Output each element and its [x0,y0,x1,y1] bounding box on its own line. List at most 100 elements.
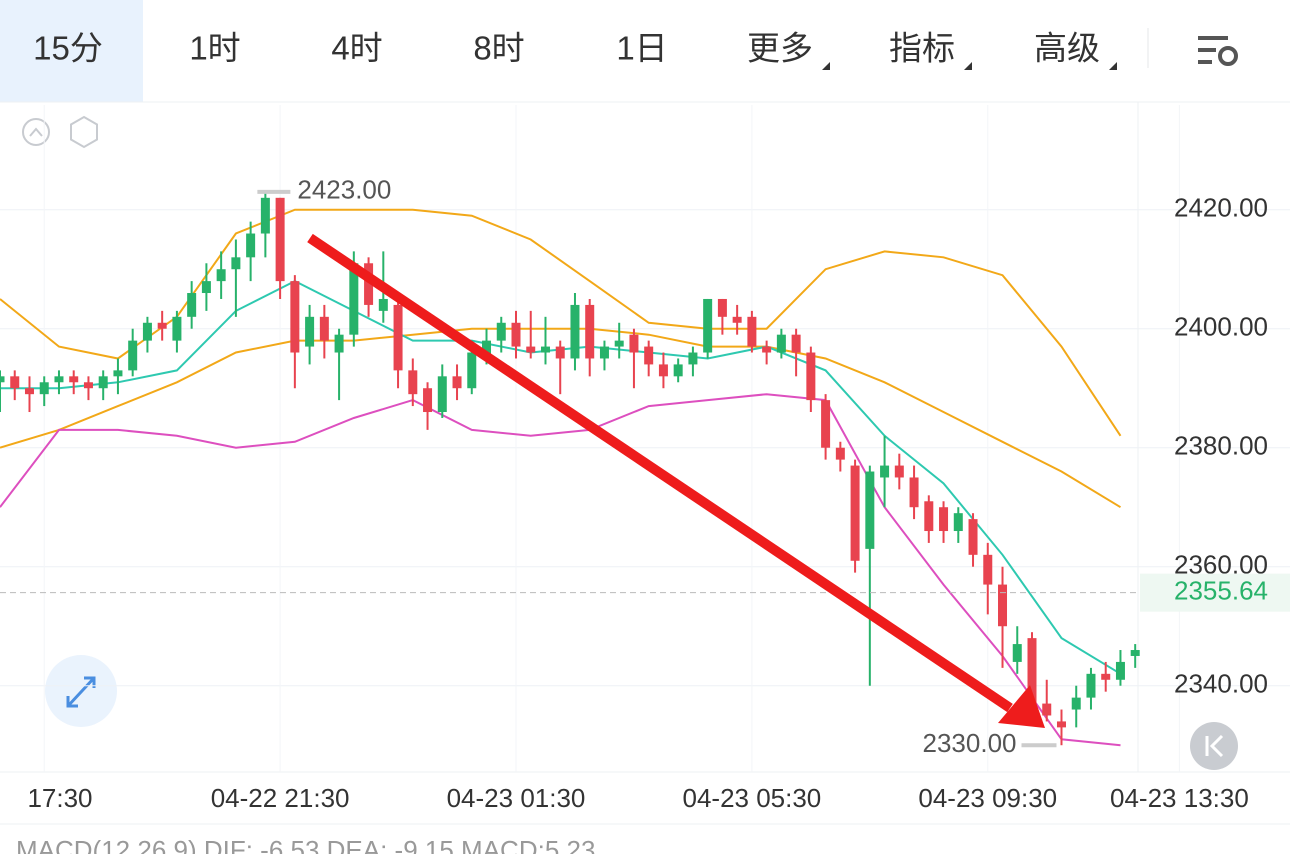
candle-body [83,382,93,389]
candle-body [717,298,727,317]
candle-body [526,346,536,353]
candle-body [614,340,624,347]
candle-body [482,340,492,359]
candle-body [452,376,462,389]
y-tick-label: 2400.00 [1174,312,1268,342]
candle-body [555,346,565,359]
candle-body [54,376,64,383]
candle-body [216,269,226,282]
candle-body [39,382,49,395]
candle-body [894,465,904,478]
candle-body [437,376,447,413]
x-tick-label: 04-23 05:30 [682,783,821,813]
candle-body [113,370,123,377]
candle-body [703,298,713,353]
plot [0,105,1290,772]
hex-icon[interactable] [70,115,98,149]
candle-body [924,501,934,532]
candle-body [968,519,978,555]
indicator-line [0,279,1122,675]
dropdown-caret [964,62,972,70]
low-label: 2330.00 [923,728,1017,758]
tab[interactable]: 1日 [616,30,667,67]
candle-body [1101,673,1111,680]
settings-icon[interactable] [1198,36,1238,66]
indicator-line [0,393,1121,747]
candle-body [776,334,786,353]
candle-body [791,334,801,353]
candle-body [821,400,831,448]
candle-body [98,376,108,389]
candle-body [570,304,580,359]
candle-body [1012,644,1022,662]
candle-body [673,364,683,377]
tab[interactable]: 指标 [889,30,955,67]
candle-body [644,346,654,365]
candle-body [246,233,256,258]
high-label: 2423.00 [297,175,391,205]
expand-button[interactable] [45,655,117,727]
candle-body [305,316,315,347]
candle-body [747,316,757,347]
x-tick-label: 04-23 13:30 [1110,783,1249,813]
last-price-box [1140,573,1290,612]
candle-body [423,388,433,413]
collapse-icon[interactable] [22,118,50,146]
y-tick-label: 2380.00 [1174,431,1268,461]
candle-body [983,554,993,585]
tab[interactable]: 高级 [1034,30,1100,67]
candle-body [275,197,285,282]
candle-body [1086,673,1096,698]
candle-body [1056,721,1066,728]
candle-body [806,352,816,401]
active-tab-bg [0,0,143,102]
candle-body [378,298,388,311]
x-tick-label: 04-22 21:30 [211,783,350,813]
candle-body [290,281,300,353]
candle-body [1071,697,1081,710]
candle-body [658,364,668,377]
x-tick-label: 04-23 09:30 [918,783,1057,813]
candle-body [953,513,963,532]
candle-body [364,263,374,305]
candle-body [187,293,197,317]
dropdown-caret [1109,62,1117,70]
x-tick-label: 04-23 01:30 [447,783,586,813]
candle-body [585,304,595,359]
indicator-line [0,327,1122,509]
tab[interactable]: 更多 [747,30,813,67]
y-tick-label: 2420.00 [1174,193,1268,223]
candle-body [349,263,359,335]
candle-body [0,376,5,383]
candle-body [128,340,138,371]
tab[interactable]: 1时 [189,30,240,67]
tab[interactable]: 15分 [33,30,103,67]
candle-body [732,316,742,323]
tab[interactable]: 8时 [473,30,524,67]
candle-body [172,316,182,341]
candle-body [688,352,698,365]
y-tick-label: 2340.00 [1174,669,1268,699]
candle-body [939,507,949,532]
candle-body [393,304,403,371]
candle-body [142,322,152,341]
candle-body [865,471,875,549]
trend-arrow [307,233,1045,728]
candle-body [201,281,211,294]
candle-body [762,346,772,353]
candle-body [496,322,506,341]
candle-body [629,334,639,353]
candle-body [260,197,270,234]
candle-body [1027,638,1037,704]
tab[interactable]: 4时 [331,30,382,67]
candle-body [1042,703,1052,716]
candle-body [157,322,167,329]
candle-body [835,447,845,460]
candle-body [10,376,20,389]
candle-body [231,257,241,270]
candle-body [909,477,919,508]
last-price-label: 2355.64 [1174,576,1268,606]
candle-body [511,322,521,347]
back-button[interactable] [1190,722,1238,770]
